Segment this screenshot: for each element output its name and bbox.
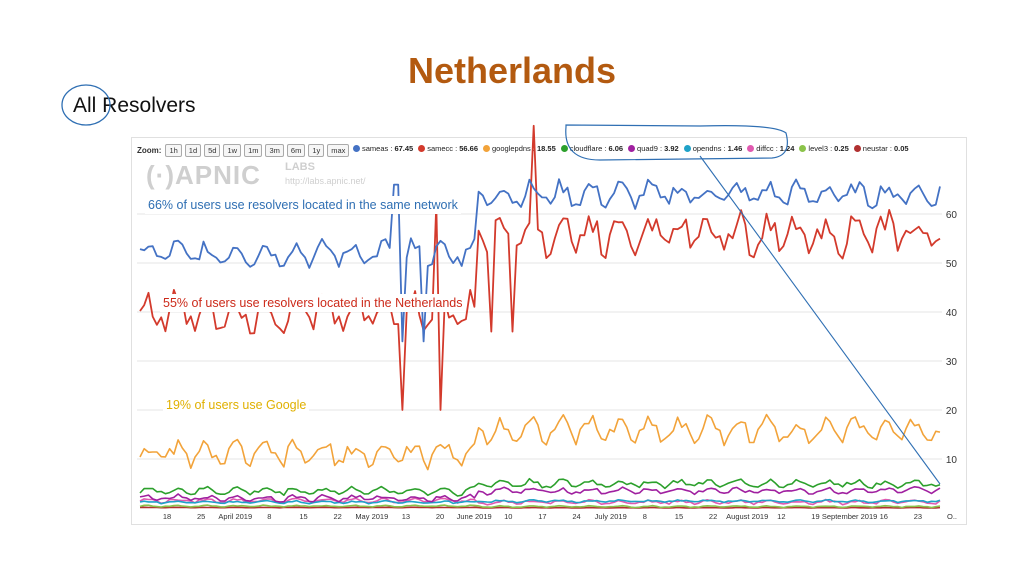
x-tick-label: 17 [538, 512, 546, 521]
x-tick-label: 22 [709, 512, 717, 521]
legend-item-cloudflare[interactable]: cloudflare :6.06 [560, 144, 624, 153]
x-tick-label: 10 [504, 512, 512, 521]
legend-series-name: googlepdns : [492, 144, 535, 153]
slide-title: Netherlands [407, 50, 617, 91]
legend-dot-icon [560, 145, 568, 152]
zoom-button-max[interactable]: max [327, 143, 350, 157]
legend-series-name: samecc : [427, 144, 458, 153]
x-tick-label: May 2019 [355, 512, 388, 521]
legend-item-googlepdns[interactable]: googlepdns :18.55 [483, 144, 556, 153]
y-tick-label: 60 [946, 210, 958, 221]
legend-callout-arrow [699, 155, 941, 485]
series-line-neustar [139, 506, 941, 509]
series-line-diffcc [139, 497, 941, 506]
legend-series-name: sameas : [362, 144, 393, 153]
legend-item-quad9[interactable]: quad9 :3.92 [628, 144, 679, 153]
x-tick-label: April 2019 [218, 512, 252, 521]
series-line-samecc [139, 124, 941, 411]
series-line-quad9 [139, 485, 941, 503]
y-tick-label: 40 [946, 308, 958, 319]
legend-series-name: neustar : [862, 144, 892, 153]
x-tick-label: 19 [811, 512, 819, 521]
chart-legend: sameas :67.45 samecc :56.66 googlepdns :18… [353, 144, 914, 153]
legend-series-name: quad9 : [637, 144, 663, 153]
legend-dot-icon [483, 145, 491, 152]
subtitle-circle [61, 84, 111, 126]
legend-series-value: 6.06 [608, 144, 624, 153]
x-tick-label: 16 [880, 512, 888, 521]
y-tick-label: 30 [946, 357, 958, 368]
legend-dot-icon [683, 145, 691, 152]
watermark-brand: (·)APNIC [146, 160, 261, 190]
legend-item-samecc[interactable]: samecc :56.66 [418, 144, 478, 153]
legend-dot-icon [353, 145, 360, 152]
x-tick-label: 22 [333, 512, 341, 521]
legend-series-value: 0.25 [834, 144, 849, 153]
zoom-button-1d[interactable]: 1d [184, 143, 202, 157]
slide-subtitle: All Resolvers [73, 94, 196, 117]
legend-dot-icon [747, 145, 755, 152]
x-tick-label: 15 [675, 512, 683, 521]
series-line-level3 [139, 504, 941, 509]
series-line-opendns [139, 498, 941, 505]
legend-dot-icon [628, 145, 636, 152]
x-tick-label: 12 [777, 512, 785, 521]
legend-highlight-outline [565, 124, 788, 161]
x-tick-label: 24 [572, 512, 580, 521]
y-tick-label: 50 [946, 259, 958, 270]
zoom-button-1w[interactable]: 1w [223, 143, 242, 157]
y-tick-label: 10 [946, 455, 958, 466]
zoom-button-1m[interactable]: 1m [244, 143, 263, 157]
zoom-button-5d[interactable]: 5d [204, 143, 221, 157]
legend-series-value: 3.92 [664, 144, 679, 153]
x-tick-label: August 2019 [726, 512, 768, 521]
zoom-label: Zoom: [137, 145, 162, 155]
legend-item-level3[interactable]: level3 :0.25 [799, 144, 849, 153]
legend-series-value: 0.05 [893, 144, 909, 153]
x-tick-label: 18 [163, 512, 171, 521]
x-tick-label: 13 [402, 512, 410, 521]
series-line-sameas [139, 178, 941, 343]
legend-series-value: 18.55 [536, 144, 556, 153]
series-line-googlepdns [139, 413, 941, 471]
x-tick-label: 25 [197, 512, 205, 521]
series-line-cloudflare [139, 477, 941, 497]
x-tick-label: September 2019 [822, 512, 877, 521]
legend-series-name: diffcc : [756, 144, 778, 153]
y-tick-label: 20 [946, 406, 958, 417]
legend-series-name: cloudflare : [569, 144, 607, 153]
x-tick-label: July 2019 [595, 512, 627, 521]
x-tick-label: 8 [643, 512, 647, 521]
zoom-button-3m[interactable]: 3m [265, 143, 284, 157]
x-tick-label: O.. [947, 512, 957, 521]
legend-series-name: level3 : [808, 144, 833, 153]
x-tick-label: 15 [299, 512, 307, 521]
x-tick-label: 20 [436, 512, 444, 521]
x-tick-label: June 2019 [457, 512, 492, 521]
x-tick-label: 23 [914, 512, 922, 521]
zoom-button-6m[interactable]: 6m [286, 143, 306, 157]
legend-series-value: 1.46 [727, 144, 743, 153]
watermark-url: http://labs.apnic.net/ [285, 176, 366, 186]
legend-item-neustar[interactable]: neustar :0.05 [853, 144, 909, 153]
zoom-bar: Zoom: 1h 1d 5d 1w 1m 3m 6m 1y max [137, 143, 352, 157]
annotation-netherlands: 55% of users use resolvers located in th… [160, 294, 466, 312]
annotation-google: 19% of users use Google [163, 396, 310, 414]
legend-series-value: 56.66 [459, 144, 479, 153]
watermark-labs: LABS [285, 161, 315, 173]
legend-dot-icon [853, 145, 861, 152]
annotation-same-network: 66% of users use resolvers located in th… [145, 196, 461, 214]
legend-item-opendns[interactable]: opendns :1.46 [683, 144, 743, 153]
zoom-button-1y[interactable]: 1y [308, 143, 325, 157]
legend-series-name: opendns : [692, 144, 726, 153]
legend-dot-icon [799, 145, 807, 152]
zoom-button-1h[interactable]: 1h [165, 143, 182, 157]
legend-dot-icon [418, 145, 426, 152]
legend-item-sameas[interactable]: sameas :67.45 [353, 144, 413, 153]
x-tick-label: 8 [267, 512, 271, 521]
legend-series-value: 67.45 [394, 144, 414, 153]
